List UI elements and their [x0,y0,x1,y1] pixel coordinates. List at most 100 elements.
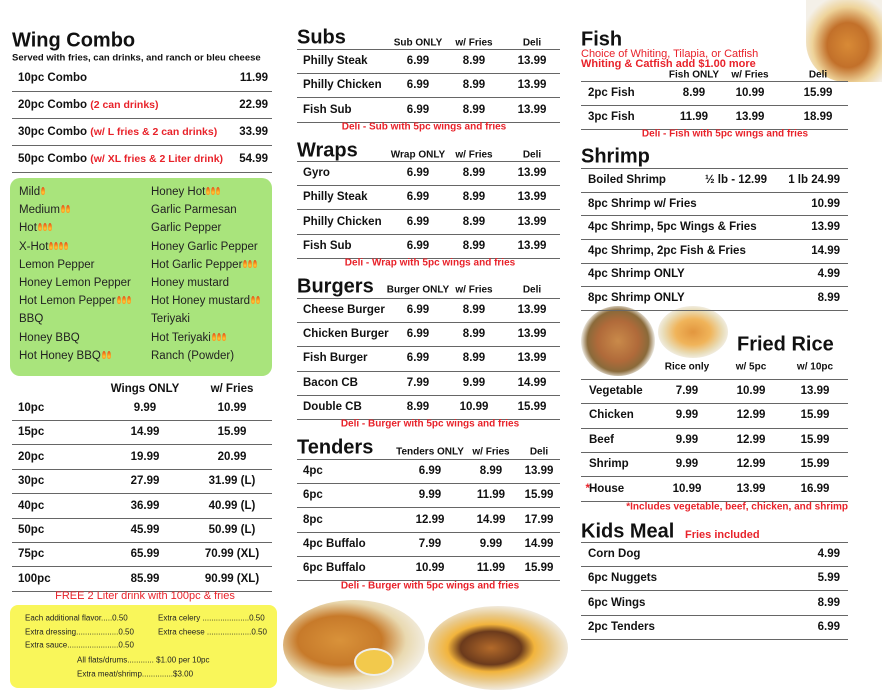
item-name: 75pc [18,548,45,561]
price: 13.99 [524,465,554,477]
price: 15.99 [800,409,830,422]
price: 6.99 [406,167,430,179]
item-name: Beef [589,433,614,446]
price: 8.99 [462,79,486,92]
flavor-name: Ranch (Powder) [151,349,235,362]
flavor-name: Garlic Pepper [151,222,222,235]
row-rule [581,500,848,502]
heat-icon [101,350,106,359]
price: 6.99 [406,239,430,252]
column-header: w/ Fries [731,69,769,81]
row-rule [12,517,272,519]
price: 8.99 [462,215,486,228]
column-header: w/ 5pc [735,361,767,373]
item-name: Chicken [589,409,634,422]
table-note: Deli - Burger with 5pc wings and fries [340,580,520,592]
row-rule [581,590,848,592]
price: 9.99 [462,376,486,389]
row-rule [12,590,272,592]
item-name: 4pc Shrimp, 5pc Wings & Fries [588,221,757,234]
flavor: Hot [19,222,52,234]
row-rule [12,118,272,119]
price: 13.99 [517,167,547,179]
item-name: 8pc Shrimp w/ Fries [588,197,697,210]
column-header: Fish ONLY [668,69,720,81]
item-name: Boiled Shrimp [588,174,666,186]
price: 6.99 [418,465,442,477]
price: 15.99 [517,400,547,413]
row-rule [12,542,272,543]
price: 15.99 [803,87,833,99]
row-rule [581,452,848,453]
price: 85.99 [130,572,160,585]
combo-name: 30pc Combo [18,126,88,138]
row-rule [12,468,272,470]
price: 6.99 [406,304,430,316]
section-title: Burgers [297,275,374,298]
price: 8.99 [479,465,503,477]
price: 13.99 [517,352,547,365]
sauce-cup [354,648,394,676]
price: 12.99 [736,458,766,471]
combo-note: (w/ XL fries & 2 Liter drink) [90,153,224,165]
heat-icon [216,332,221,341]
heat-icon [211,187,216,195]
price: 70.99 (XL) [204,548,260,561]
column-header: Rice only [664,361,710,373]
section-title: Wing Combo [12,29,136,52]
price: 13.99 [517,191,547,204]
row-rule [581,239,848,240]
extras-box [10,605,277,688]
flavor-name: Honey Garlic Pepper [151,240,258,253]
flavor: Honey mustard [151,277,229,289]
item-name: 8pc [303,513,323,526]
price: 36.99 [130,499,160,512]
flavor: Garlic Parmesan [151,204,237,216]
heat-icon [256,296,261,305]
extra-item: Each additional flavor.....0.50 [25,613,128,623]
price: 5.99 [817,572,840,585]
combo-row: 20pc Combo (2 can drinks) [18,99,159,111]
flavor: Ranch (Powder) [151,350,234,362]
section-title: Wraps [297,139,358,162]
column-header: Deli [522,149,542,161]
price: 31.99 (L) [208,475,256,488]
row-rule [12,566,272,568]
row-rule [581,378,848,380]
row-rule [297,394,560,396]
price: 11.99 [679,111,709,123]
section-title: Fish [581,28,623,51]
burger-image [428,606,568,690]
extra-item: Extra celery .....................0.50 [158,613,265,623]
price: 13.99 [517,103,547,116]
price: 14.99 [130,426,160,439]
price: 6.99 [406,55,430,67]
heat-icon [253,259,258,268]
price: 9.99 [675,433,699,446]
price: 15.99 [524,489,554,502]
price: 14.99 [811,244,840,257]
flavor-name: Lemon Pepper [19,258,95,271]
flavor: Honey Hot [151,186,221,198]
fish-image [806,0,882,82]
flavor-name: Honey Lemon Pepper [19,277,131,289]
price: 12.99 [736,433,766,446]
price: 9.99 [418,489,442,502]
shrimp-image [658,306,728,358]
item-name: Shrimp [589,458,629,471]
row-rule [297,580,560,582]
price: 13.99 [517,304,547,316]
flavor: Hot Honey mustard [151,295,261,307]
price: 14.99 [476,513,506,526]
price: 13.99 [800,385,830,397]
flavor-name: Hot [19,222,37,235]
price: 15.99 [800,433,830,446]
combo-note: (2 can drinks) [90,99,159,111]
row-rule [581,286,848,288]
item-name: 4pc [303,465,323,477]
column-header: w/ Fries [455,37,493,49]
column-header: w/ Fries [455,149,493,161]
row-rule [581,262,848,264]
price: 40.99 (L) [208,499,256,512]
row-rule [297,322,560,324]
